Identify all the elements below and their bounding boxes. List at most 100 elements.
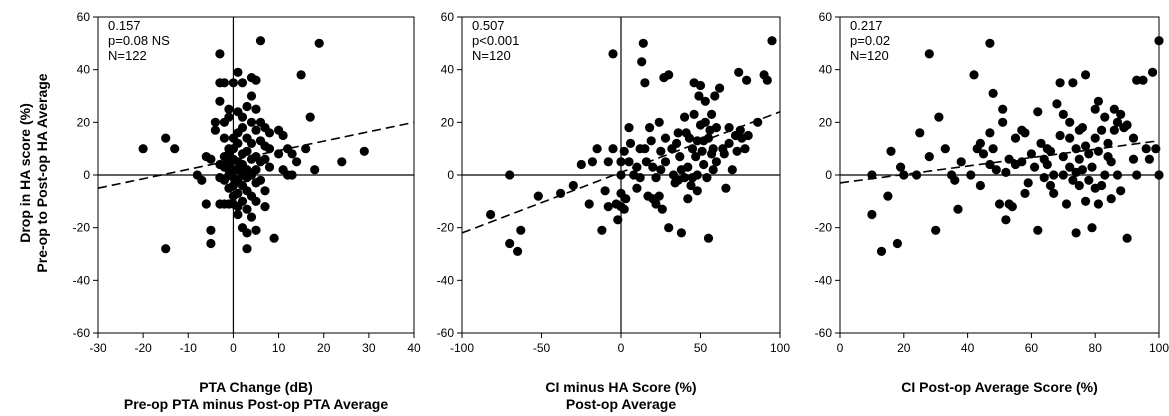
y-tick-label: 20 bbox=[441, 115, 455, 129]
data-point bbox=[251, 165, 261, 175]
data-point bbox=[867, 170, 877, 180]
data-point bbox=[991, 165, 1001, 175]
panel-1: -30 -20 -10 0 10 20 30 40 -60 -40 -20 0 20 40 60 0.157p… bbox=[73, 10, 421, 412]
y-tick-label: -20 bbox=[437, 221, 455, 235]
data-point bbox=[638, 38, 648, 48]
x-tick-label: 100 bbox=[770, 341, 790, 355]
data-point bbox=[237, 78, 248, 88]
data-point bbox=[1026, 149, 1036, 159]
data-point bbox=[1128, 133, 1139, 143]
data-point bbox=[237, 196, 248, 206]
data-point bbox=[950, 175, 960, 185]
data-point bbox=[251, 225, 261, 235]
data-point bbox=[1020, 128, 1030, 138]
data-point bbox=[505, 238, 515, 249]
data-point bbox=[1049, 188, 1059, 198]
data-point bbox=[305, 112, 315, 122]
y-tick-label: 60 bbox=[77, 10, 91, 24]
data-point bbox=[138, 144, 148, 154]
data-point bbox=[1093, 96, 1103, 106]
data-point bbox=[1154, 170, 1164, 180]
y-tick-label: -60 bbox=[437, 326, 455, 340]
y-tick-label: -60 bbox=[815, 326, 833, 340]
x-tick-label: -30 bbox=[89, 341, 107, 355]
data-point bbox=[1001, 167, 1011, 177]
data-point bbox=[228, 78, 238, 88]
x-tick-label: 80 bbox=[1089, 341, 1103, 355]
x-tick-label: -50 bbox=[533, 341, 551, 355]
data-point bbox=[603, 157, 613, 167]
data-point bbox=[1055, 78, 1065, 88]
data-point bbox=[1109, 104, 1119, 114]
data-point bbox=[516, 225, 526, 235]
data-point bbox=[233, 209, 243, 220]
data-point bbox=[691, 152, 701, 162]
data-point bbox=[197, 175, 207, 185]
x-tick-label: -20 bbox=[134, 341, 152, 355]
data-point bbox=[1132, 75, 1142, 85]
data-point bbox=[1058, 152, 1068, 162]
data-point bbox=[1122, 233, 1132, 243]
data-point bbox=[694, 91, 704, 101]
panel-3: 0 20 40 60 80 100 -60 -40 -20 0 20 40 60 0.217p=0.02N… bbox=[815, 10, 1169, 395]
data-point bbox=[219, 78, 229, 88]
data-point bbox=[1020, 188, 1030, 198]
data-point bbox=[287, 149, 297, 159]
data-point bbox=[264, 144, 275, 154]
data-point bbox=[656, 165, 666, 175]
x-tick-label: 20 bbox=[317, 341, 331, 355]
data-point bbox=[1154, 36, 1164, 46]
data-point bbox=[1112, 117, 1123, 127]
data-point bbox=[301, 144, 311, 154]
data-point bbox=[1071, 228, 1081, 238]
data-point bbox=[310, 165, 320, 175]
data-point bbox=[624, 123, 634, 133]
x-tick-label: 50 bbox=[694, 341, 708, 355]
x-axis-title: CI Post-op Average Score (%) bbox=[901, 379, 1098, 395]
data-point bbox=[224, 104, 234, 114]
y-tick-label: -60 bbox=[73, 326, 91, 340]
data-point bbox=[210, 117, 220, 127]
data-point bbox=[1144, 154, 1154, 164]
data-point bbox=[896, 162, 906, 172]
data-point bbox=[1052, 99, 1062, 109]
data-point bbox=[743, 130, 753, 141]
data-point bbox=[654, 117, 664, 127]
y-tick-label: -40 bbox=[73, 273, 91, 287]
data-point bbox=[264, 128, 275, 138]
data-point bbox=[568, 180, 578, 191]
y-tick-label: 60 bbox=[441, 10, 455, 24]
data-point bbox=[337, 157, 347, 167]
data-point bbox=[708, 165, 718, 175]
data-point bbox=[1068, 78, 1078, 88]
data-point bbox=[637, 57, 647, 67]
data-point bbox=[1049, 170, 1059, 180]
data-point bbox=[237, 112, 248, 122]
data-point bbox=[1090, 104, 1100, 114]
data-point bbox=[625, 138, 636, 148]
x-tick-label: -100 bbox=[450, 341, 474, 355]
data-point bbox=[1100, 112, 1110, 122]
y-tick-label: 40 bbox=[819, 63, 833, 77]
data-point bbox=[635, 173, 645, 183]
data-point bbox=[1055, 130, 1065, 141]
data-point bbox=[708, 144, 718, 154]
data-point bbox=[715, 83, 725, 93]
data-point bbox=[608, 144, 618, 154]
y-tick-label: 0 bbox=[83, 168, 90, 182]
x-tick-label: 100 bbox=[1149, 341, 1169, 355]
y-tick-label: 0 bbox=[825, 168, 832, 182]
data-point bbox=[269, 233, 279, 243]
data-point bbox=[664, 70, 674, 80]
data-point bbox=[1033, 107, 1043, 117]
data-point bbox=[1151, 144, 1161, 154]
data-point bbox=[1039, 173, 1049, 183]
data-point bbox=[1061, 199, 1072, 209]
data-point bbox=[934, 112, 944, 122]
data-point bbox=[1116, 186, 1126, 196]
data-point bbox=[978, 149, 989, 159]
data-point bbox=[924, 152, 934, 162]
data-point bbox=[740, 144, 750, 154]
data-point bbox=[206, 238, 216, 249]
x-tick-label: 40 bbox=[407, 341, 421, 355]
